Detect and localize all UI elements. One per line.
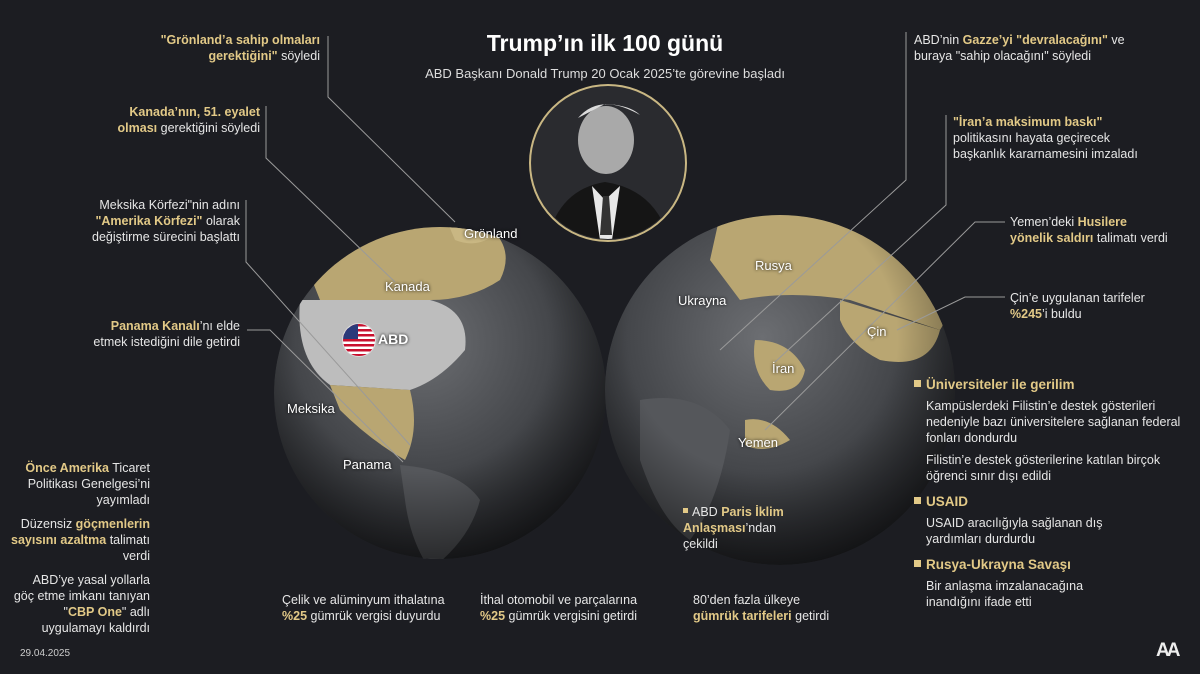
highlight-text: Kanada’nın, 51. eyalet olması [117, 105, 260, 135]
highlight-text: "İran’a maksimum baskı" [953, 115, 1103, 129]
note-cbp: ABD’ye yasal yollarla göç etme imkanı ta… [10, 572, 150, 636]
publish-date: 29.04.2025 [20, 648, 71, 659]
note-tarife: 80’den fazla ülkeye gümrük tarifeleri ge… [693, 592, 838, 624]
portrait-photo [529, 84, 687, 242]
highlight-text: "Amerika Körfezi" [95, 214, 203, 228]
map-label-kanada: Kanada [385, 279, 430, 294]
page-title: Trump’ın ilk 100 günü [486, 30, 724, 56]
section-heading: Üniversiteler ile gerilim [914, 377, 1184, 392]
note-text: söyledi [277, 49, 320, 63]
map-label-meksika: Meksika [287, 401, 335, 416]
highlight-text: Gazze’yi "devralacağını" [962, 33, 1108, 47]
note-text: Çin’e uygulanan tarifeler [1010, 291, 1145, 305]
note-text: ’nı elde etmek istediğini dile getirdi [93, 319, 240, 349]
left-notes-column: Önce Amerika Ticaret Politikası Genelges… [10, 460, 150, 636]
map-label-yemen: Yemen [738, 435, 778, 450]
highlight-text: Husilere yönelik saldırı [1010, 215, 1127, 245]
note-gazze: ABD’nin Gazze’yi "devralacağını" ve bura… [914, 32, 1154, 64]
note-text: talimatı verdi [1093, 231, 1168, 245]
note-panama: Panama Kanalı’nı elde etmek istediğini d… [90, 318, 240, 350]
note-gocmen: Düzensiz göçmenlerin sayısını azaltma ta… [10, 516, 150, 564]
highlight-text: CBP One [67, 605, 122, 619]
map-label-ukrayna: Ukrayna [678, 293, 727, 308]
map-label-cin: Çin [867, 324, 887, 339]
highlight-text: Paris İklim Anlaşması [683, 505, 784, 535]
note-text: getirdi [791, 609, 830, 623]
note-text: gümrük vergisi duyurdu [307, 609, 441, 623]
section-paragraph: USAID aracılığıyla sağlanan dış yardımla… [926, 516, 1103, 546]
map-label-panama: Panama [343, 457, 392, 472]
highlight-text: Önce Amerika [25, 461, 109, 475]
section-heading: Rusya-Ukrayna Savaşı [914, 557, 1184, 572]
note-text: talimatı verdi [106, 533, 150, 563]
note-kanada: Kanada’nın, 51. eyalet olması gerektiğin… [100, 104, 260, 136]
note-text: gerektiğini söyledi [157, 121, 260, 135]
note-iran: "İran’a maksimum baskı" politikasını hay… [953, 114, 1153, 162]
note-text: Ticaret Politikası Genelgesi’ni yayımlad… [27, 461, 150, 507]
left-globe [274, 227, 606, 559]
note-text: gümrük vergisini getirdi [505, 609, 638, 623]
section-heading: USAID [914, 494, 1184, 509]
highlight-text: Panama Kanalı [110, 319, 200, 333]
note-text: Çelik ve alüminyum ithalatına [282, 593, 445, 607]
note-text: ’i buldu [1041, 307, 1082, 321]
note-yemen: Yemen’deki Husilere yönelik saldırı tali… [1010, 214, 1170, 246]
note-text: 80’den fazla ülkeye [693, 593, 801, 607]
note-text: ve buraya "sahip olacağını" söyledi [914, 33, 1125, 63]
highlight-text: göçmenlerin sayısını azaltma [11, 517, 150, 547]
note-cin: Çin’e uygulanan tarifeler %245’i buldu [1010, 290, 1160, 322]
highlight-text: "Grönland’a sahip olmaları gerektiğini" [160, 33, 320, 63]
map-label-rusya: Rusya [755, 258, 792, 273]
note-text: politikasını hayata geçirecek başkanlık … [953, 131, 1138, 161]
note-text: ABD’ye yasal yollarla göç etme imkanı ta… [13, 573, 150, 619]
page-subtitle: ABD Başkanı Donald Trump 20 Ocak 2025’te… [425, 66, 785, 81]
note-gronland: "Grönland’a sahip olmaları gerektiğini" … [120, 32, 320, 64]
highlight-text: %25 [282, 609, 308, 623]
section-paragraph: Kampüslerdeki Filistin’e destek gösteril… [926, 399, 1181, 445]
map-label-abd: ABD [378, 331, 409, 347]
sections-list: Üniversiteler ile gerilim Kampüslerdeki … [914, 377, 1184, 610]
note-text: Yemen’deki [1010, 215, 1078, 229]
highlight-text: %25 [480, 609, 506, 623]
note-text: ABD’nin [914, 33, 963, 47]
section-paragraph: Bir anlaşma imzalanacağına inandığını if… [926, 579, 1084, 609]
note-text: İthal otomobil ve parçalarına [480, 593, 638, 607]
note-once-amerika: Önce Amerika Ticaret Politikası Genelges… [10, 460, 150, 508]
note-text: Düzensiz [20, 517, 76, 531]
note-text: olarak değiştirme sürecini başlattı [92, 214, 240, 244]
highlight-text: %245 [1010, 307, 1042, 321]
note-text: Meksika Körfezi"nin adını [99, 198, 240, 212]
map-label-iran: İran [772, 361, 795, 376]
note-paris: ABD Paris İklim Anlaşması’ndan çekildi [683, 504, 808, 552]
us-flag-icon [342, 323, 376, 357]
map-label-gronland: Grönland [464, 226, 518, 241]
connector-lines [245, 32, 1005, 463]
aa-logo-icon: AA [1156, 640, 1181, 661]
section-paragraph: Filistin’e destek gösterilerine katılan … [926, 453, 1161, 483]
note-otomobil: İthal otomobil ve parçalarına %25 gümrük… [480, 592, 655, 624]
highlight-text: gümrük tarifeleri [693, 609, 792, 623]
note-celik: Çelik ve alüminyum ithalatına %25 gümrük… [282, 592, 452, 624]
note-text: ABD [692, 505, 722, 519]
note-meksika: Meksika Körfezi"nin adını "Amerika Körfe… [60, 197, 240, 245]
note-text: " adlı uygulamayı kaldırdı [41, 605, 150, 635]
note-text: ’ndan çekildi [683, 521, 777, 551]
